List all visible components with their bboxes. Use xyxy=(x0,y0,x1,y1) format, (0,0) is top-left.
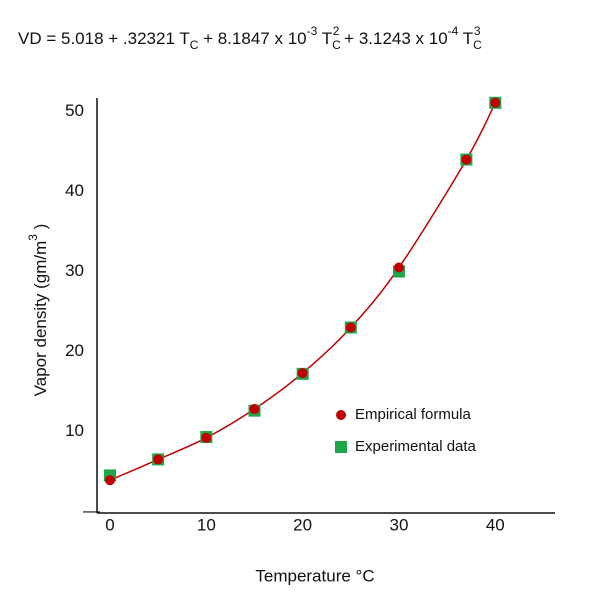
circle-marker xyxy=(249,404,260,415)
x-tick-label: 30 xyxy=(390,515,409,534)
circle-marker xyxy=(105,475,116,486)
superscript: 3 xyxy=(26,234,40,241)
legend-marker xyxy=(336,410,346,420)
y-tick-label: 10 xyxy=(65,421,84,440)
legend-marker xyxy=(335,441,347,453)
text-part: + 8.1847 x 10 xyxy=(198,29,306,48)
curve xyxy=(109,102,496,481)
text-part: T xyxy=(317,29,332,48)
y-tick-label: 20 xyxy=(65,341,84,360)
circle-marker xyxy=(461,154,472,165)
subscript: C xyxy=(332,38,341,52)
y-tick-label: 50 xyxy=(65,101,84,120)
y-tick-label: — xyxy=(83,501,100,520)
circle-marker xyxy=(297,368,308,379)
x-tick-label: 40 xyxy=(486,515,505,534)
text-part: T xyxy=(458,29,473,48)
text-part: VD = 5.018 + .32321 T xyxy=(18,29,190,48)
legend-label: Empirical formula xyxy=(355,406,472,423)
superscript: 2 xyxy=(333,24,340,38)
x-tick-label: 20 xyxy=(293,515,312,534)
chart-title: VD = 5.018 + .32321 TC + 8.1847 x 10-3 T… xyxy=(18,24,482,52)
superscript: -4 xyxy=(448,24,459,38)
x-tick-label: 10 xyxy=(197,515,216,534)
superscript: -3 xyxy=(307,24,318,38)
x-axis-label: Temperature °C xyxy=(255,566,374,585)
subscript: C xyxy=(190,38,199,52)
text-part: Vapor density (gm/m xyxy=(31,241,50,397)
circle-marker xyxy=(345,322,356,333)
circle-marker xyxy=(490,97,501,108)
superscript: 3 xyxy=(474,24,481,38)
text-part: ) xyxy=(31,224,50,234)
y-axis-label: Vapor density (gm/m3 ) xyxy=(26,224,50,397)
circle-marker xyxy=(393,262,404,273)
x-tick-label: 0 xyxy=(105,515,114,534)
y-tick-label: 40 xyxy=(65,181,84,200)
y-tick-label: 30 xyxy=(65,261,84,280)
legend-label: Experimental data xyxy=(355,438,477,455)
subscript: C xyxy=(473,38,482,52)
circle-marker xyxy=(153,454,164,465)
text-part: + 3.1243 x 10 xyxy=(339,29,447,48)
circle-marker xyxy=(201,432,212,443)
